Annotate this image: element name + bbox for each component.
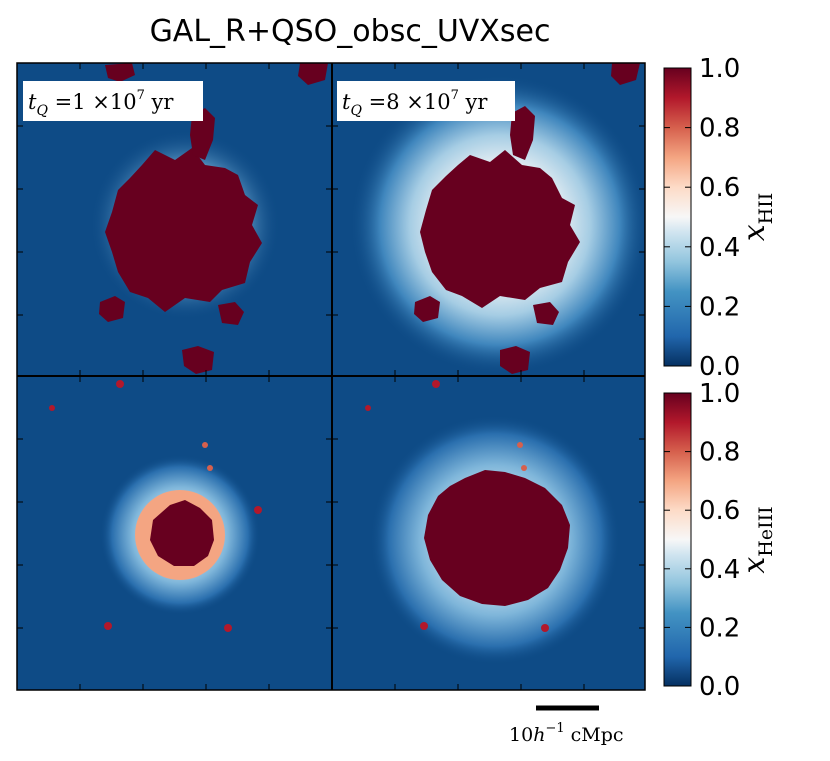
panel-heiii-tq1 [17, 376, 332, 690]
colorbar-label: xHII [737, 193, 777, 242]
panel-label: tQ =8 ×107 yr [342, 88, 488, 119]
panel-hii-tq8: tQ =8 ×107 yr [332, 63, 645, 376]
colorbar-tick-label: 0.4 [699, 555, 740, 585]
colorbar-tick-label: 0.0 [699, 352, 740, 382]
colorbar-tick-label: 1.0 [699, 379, 740, 409]
colorbar-tick-label: 0.2 [699, 292, 740, 322]
ionized-clump [254, 506, 262, 514]
panel-heiii-tq8 [332, 376, 645, 690]
ionized-clump [541, 624, 549, 632]
ionized-clump [533, 302, 559, 325]
ionized-clump [49, 405, 55, 411]
colorbar-ticks: 0.0 0.2 0.4 0.6 0.8 1.0 [664, 379, 740, 702]
scale-bar: 10h−1 cMpc [509, 705, 624, 746]
ionized-clump [510, 106, 535, 160]
ionized-bubble [424, 470, 570, 606]
ionized-clump [414, 296, 440, 322]
ionized-clump [500, 346, 530, 374]
ionized-clump [517, 442, 523, 448]
panel-label: tQ =1 ×107 yr [28, 88, 174, 119]
ionized-clump [521, 465, 527, 471]
ionized-clump [218, 302, 244, 325]
chart-title: GAL_R+QSO_obsc_UVXsec [149, 14, 551, 49]
axis-ticks [17, 63, 645, 690]
ionized-clump [202, 442, 208, 448]
colorbar-heiii: 0.0 0.2 0.4 0.6 0.8 1.0 xHeIII [663, 379, 777, 702]
ionized-clump [224, 624, 232, 632]
colorbar-gradient [663, 67, 692, 367]
colorbar-tick-label: 0.2 [699, 613, 740, 643]
ionized-clump [105, 63, 135, 82]
ionized-bubble [150, 500, 214, 566]
ionized-bubble [105, 148, 262, 312]
ionized-clump [116, 380, 124, 388]
ionized-bubble [420, 150, 580, 308]
ionized-clump [99, 296, 125, 322]
colorbar-tick-label: 0.6 [699, 173, 740, 203]
ionized-clump [432, 380, 440, 388]
colorbar-tick-label: 0.4 [699, 233, 740, 263]
colorbar-tick-label: 0.0 [699, 672, 740, 702]
panel-hii-tq1: tQ =1 ×107 yr [17, 63, 332, 376]
colorbar-hii: 0.0 0.2 0.4 0.6 0.8 1.0 xHII [663, 54, 777, 382]
colorbar-tick-label: 1.0 [699, 54, 740, 84]
panel-label-box [337, 81, 515, 121]
colorbar-ticks: 0.0 0.2 0.4 0.6 0.8 1.0 [664, 54, 740, 382]
colorbar-label: xHeIII [737, 506, 777, 573]
ionized-clump [420, 622, 428, 630]
ionized-clump [182, 346, 214, 374]
scale-bar-label: 10h−1 cMpc [509, 721, 624, 746]
colorbar-tick-label: 0.6 [699, 496, 740, 526]
colorbar-gradient [663, 392, 692, 687]
ionized-clump [207, 465, 213, 471]
colorbar-tick-label: 0.8 [699, 114, 740, 144]
ionized-clump [365, 405, 371, 411]
ionized-clump [104, 622, 112, 630]
ionized-clump [611, 63, 640, 85]
ionized-clump [298, 63, 328, 85]
panel-label-box [23, 81, 203, 121]
colorbar-tick-label: 0.8 [699, 438, 740, 468]
